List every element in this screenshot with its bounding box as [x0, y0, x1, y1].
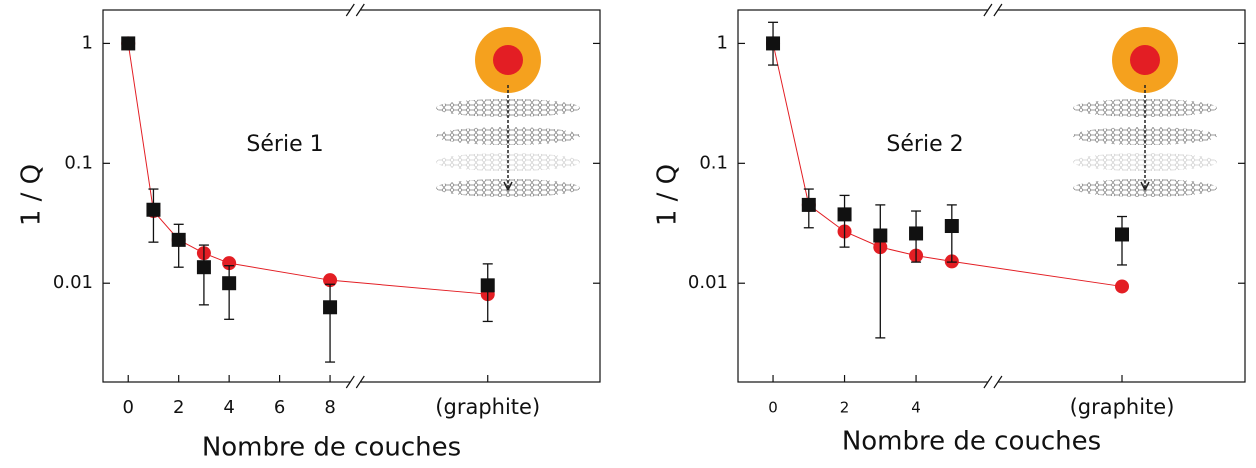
x-tick-label: 2: [173, 397, 184, 418]
x-tick-label: (graphite): [435, 395, 540, 419]
y-tick-label: 0.1: [64, 152, 93, 173]
annotation: Série 1: [246, 132, 323, 157]
series-line: [127, 43, 488, 295]
x-tick-label: 8: [324, 397, 335, 418]
y-axis-label: 1 / Q: [653, 164, 683, 226]
x-tick-label: 6: [274, 397, 285, 418]
x-tick-label: 2: [840, 399, 850, 417]
data-point: [1115, 227, 1130, 242]
data-point: [1115, 279, 1130, 294]
x-tick-label: (graphite): [1070, 395, 1175, 419]
data-point: [323, 300, 338, 315]
y-tick-label: 1: [717, 32, 728, 53]
data-point: [196, 260, 211, 275]
axis-break-mark: [983, 375, 993, 389]
axis-break-mark: [983, 3, 993, 17]
x-tick-label: 0: [768, 399, 778, 417]
data-point: [944, 219, 959, 234]
axis-break-mark: [355, 3, 365, 17]
data-point: [146, 202, 161, 217]
axis-break-gap: [987, 379, 998, 385]
data-point: [121, 36, 136, 51]
data-point: [909, 226, 924, 241]
x-tick-label: 4: [223, 397, 234, 418]
data-point: [801, 197, 816, 212]
axis-break-mark: [993, 3, 1003, 17]
axis-break-gap: [350, 379, 361, 385]
y-axis-label: 1 / Q: [17, 164, 47, 226]
x-tick-label: 0: [123, 397, 134, 418]
data-point: [222, 276, 237, 291]
axis-break-mark: [345, 375, 355, 389]
axis-break-gap: [350, 7, 361, 13]
data-point: [837, 207, 852, 222]
inset-illustration: [1073, 27, 1217, 197]
data-point: [873, 228, 888, 243]
axis-break-mark: [993, 375, 1003, 389]
axis-break-gap: [987, 7, 998, 13]
data-point: [766, 36, 781, 51]
axis-break-mark: [345, 3, 355, 17]
y-tick-label: 0.01: [688, 272, 728, 293]
data-point: [171, 232, 186, 247]
x-axis-label: Nombre de couches: [842, 427, 1101, 457]
y-tick-label: 0.01: [53, 272, 93, 293]
inset-illustration: [436, 27, 580, 197]
data-point: [222, 256, 237, 271]
series-line: [772, 43, 1123, 287]
x-tick-label: 4: [911, 399, 921, 417]
x-axis-label: Nombre de couches: [202, 433, 461, 463]
y-tick-label: 1: [82, 32, 93, 53]
data-point: [480, 278, 495, 293]
annotation: Série 2: [886, 132, 963, 157]
axis-break-mark: [355, 375, 365, 389]
y-tick-label: 0.1: [699, 152, 728, 173]
